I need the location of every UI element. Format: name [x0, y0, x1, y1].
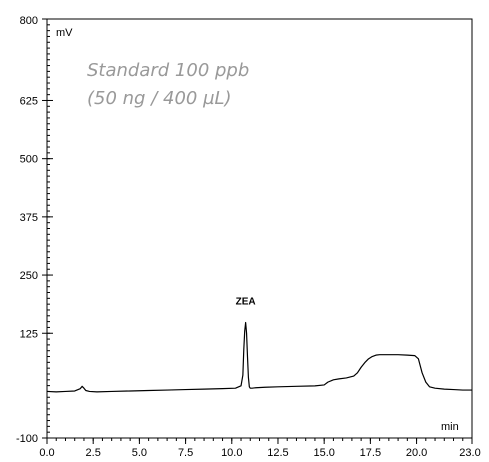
axes [46, 18, 473, 439]
x-tick-label: 10.0 [221, 447, 242, 459]
y-tick-label: 500 [20, 154, 38, 166]
x-tick-label: 23.0 [459, 447, 480, 459]
y-tick-label: 250 [20, 270, 38, 282]
peak-label: ZEA [236, 297, 256, 308]
y-axis-unit-label: mV [56, 27, 73, 39]
x-tick-label: 2.5 [86, 447, 101, 459]
annotation-line-1: Standard 100 ppb [87, 60, 249, 81]
x-tick-label: 20.0 [406, 447, 427, 459]
x-axis-unit-label: min [441, 421, 459, 433]
x-tick-label: 15.0 [313, 447, 334, 459]
annotation-line-2: (50 ng / 400 µL) [87, 88, 232, 109]
x-tick-label: 17.5 [360, 447, 381, 459]
x-tick-label: 5.0 [132, 447, 147, 459]
y-tick-label: 375 [20, 212, 38, 224]
chromatogram-line [46, 321, 472, 393]
ticks [42, 18, 473, 444]
chart-text: mV min Standard 100 ppb (50 ng / 400 µL) [56, 27, 459, 433]
tick-labels: 0.0 2.5 5.0 7.5 10.0 12.5 15.0 17.5 20.0 23.0 -100… [16, 15, 481, 459]
y-tick-label: 125 [20, 328, 38, 340]
y-tick-label: -100 [16, 433, 38, 445]
x-tick-label: 0.0 [39, 447, 54, 459]
x-tick-label: 7.5 [178, 447, 193, 459]
series: ZEA [46, 297, 472, 393]
x-tick-label: 12.5 [267, 447, 288, 459]
y-tick-label: 625 [20, 95, 38, 107]
y-tick-label: 800 [20, 15, 38, 27]
plot-area-frame [46, 18, 473, 439]
